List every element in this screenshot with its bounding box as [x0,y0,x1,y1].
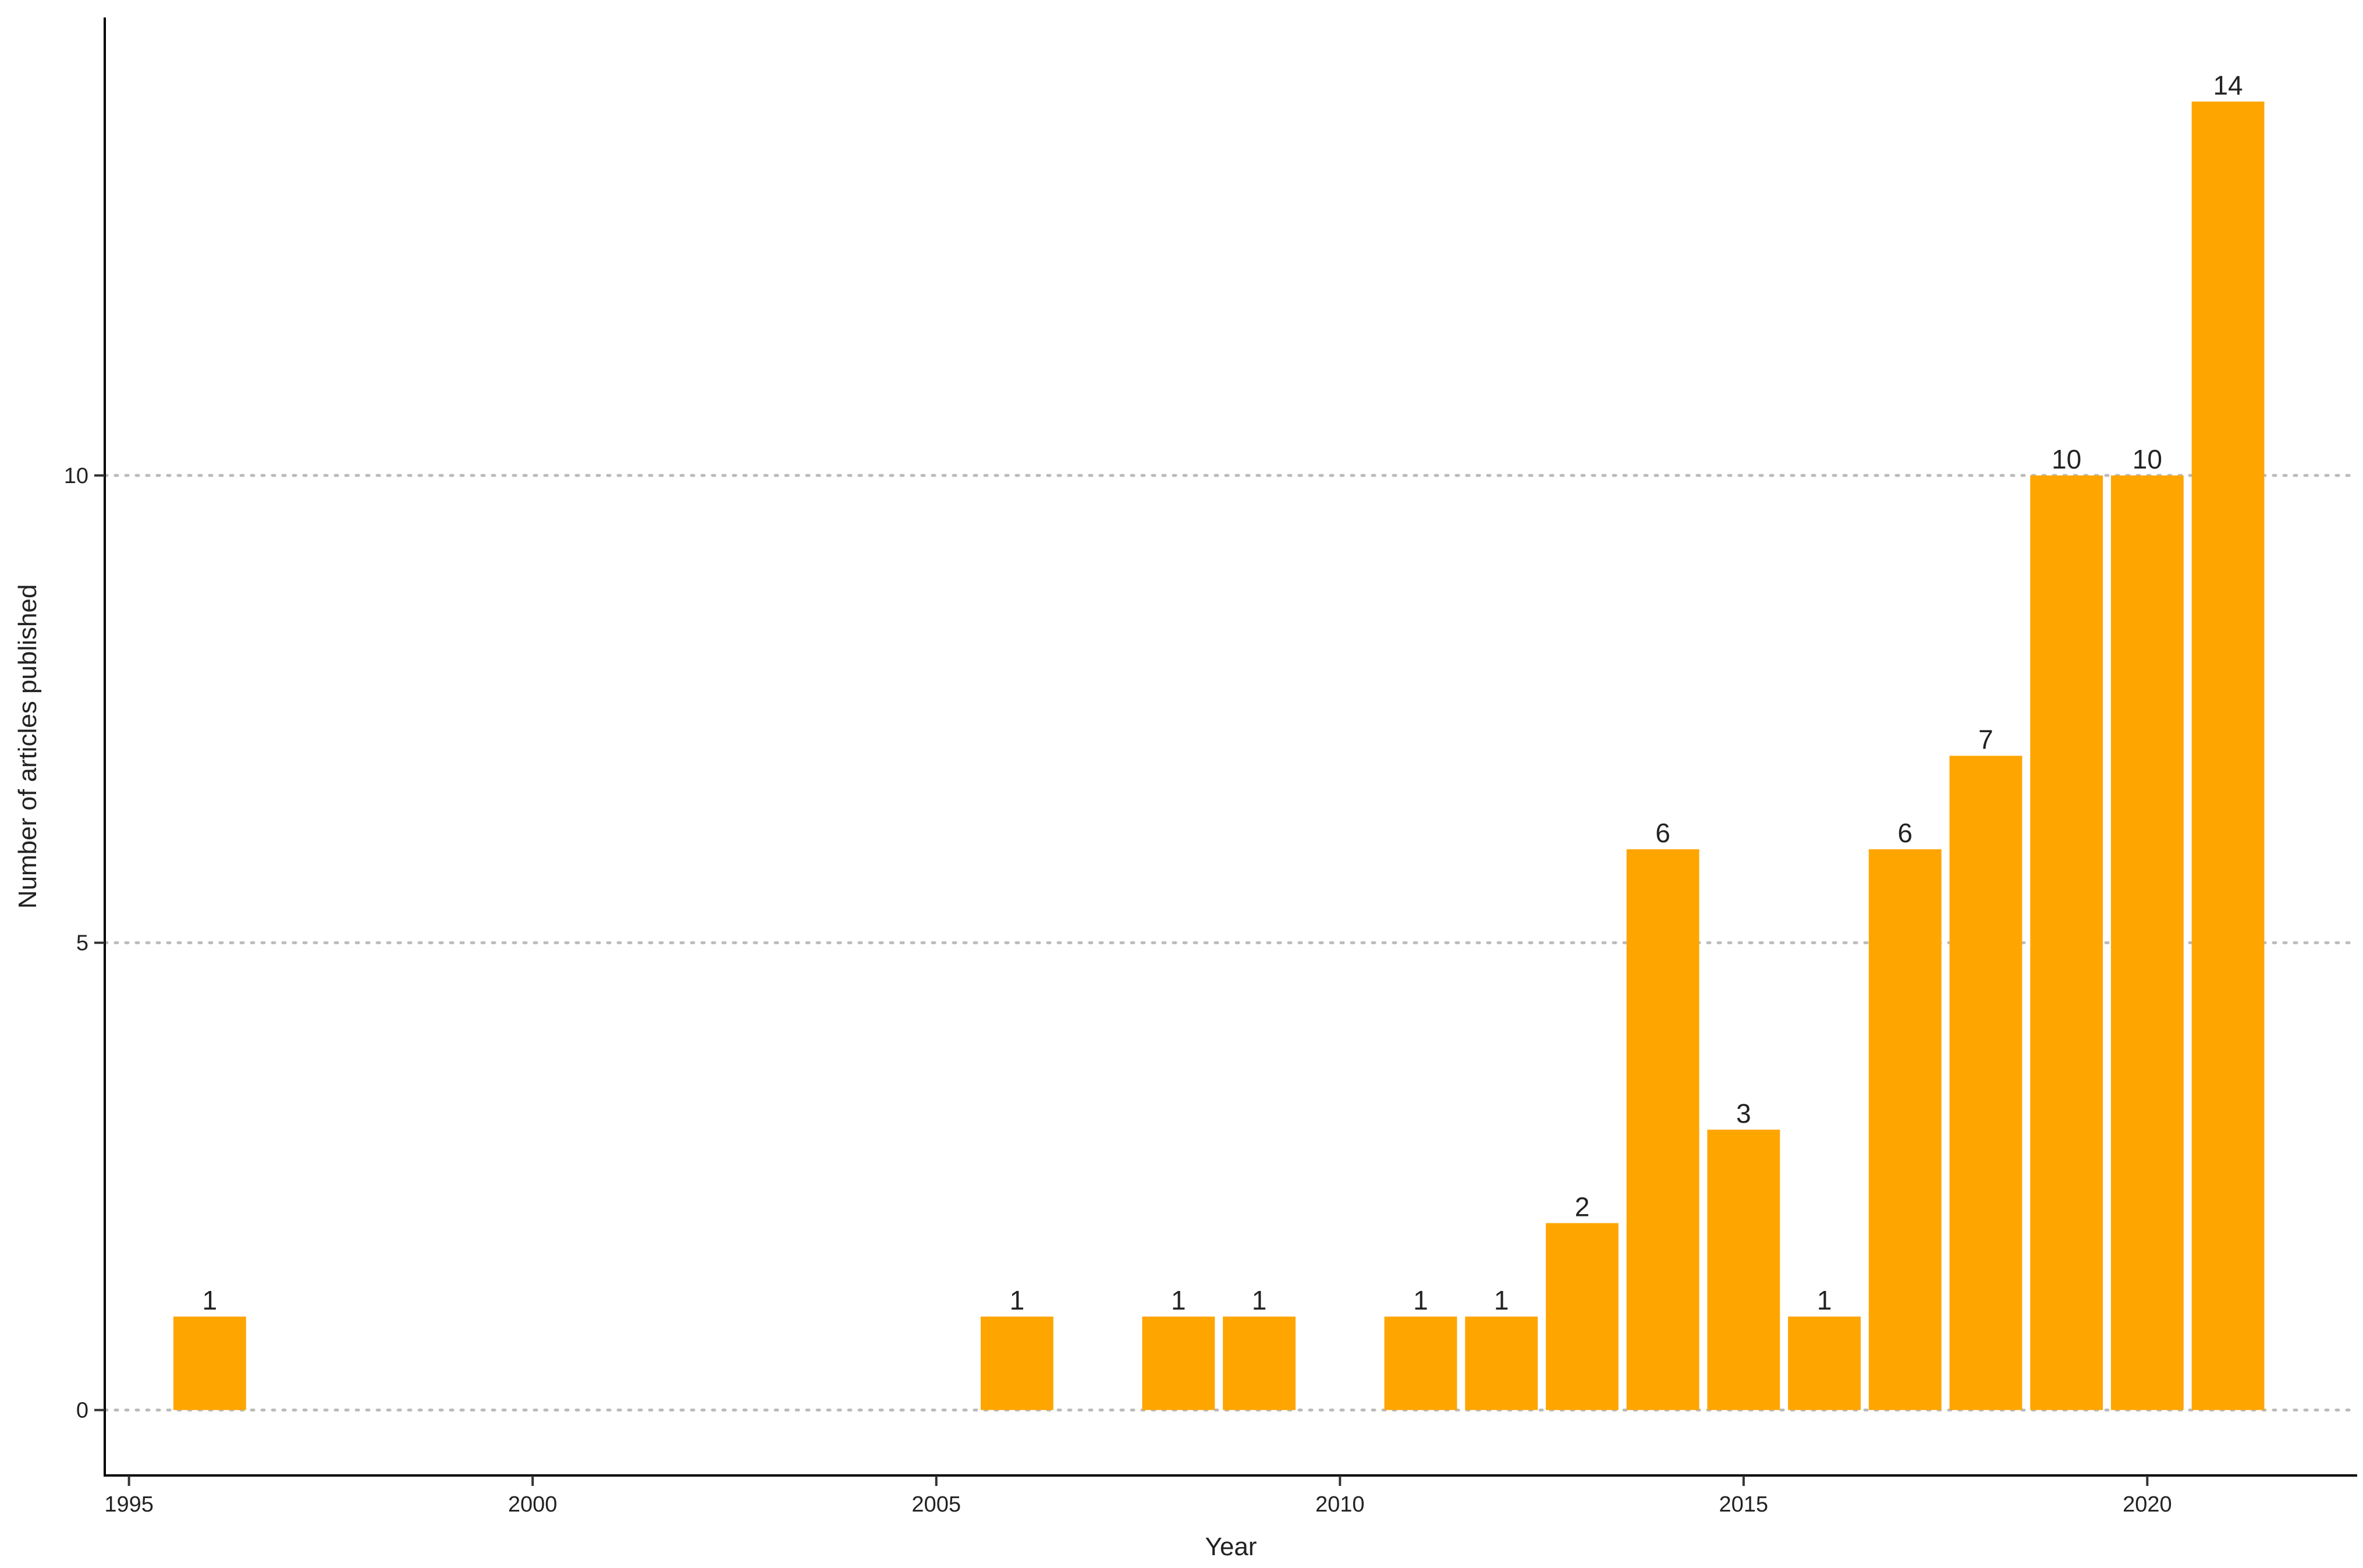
bar-2016 [1788,1317,1861,1410]
bar-2013 [1545,1223,1619,1410]
y-tick-label-5: 5 [76,931,88,956]
axes [104,17,2357,1477]
data-label-2016: 1 [1817,1285,1832,1315]
bar-2014 [1626,849,1699,1410]
x-tick-label-2015: 2015 [1719,1492,1769,1517]
y-tick-label-0: 0 [76,1399,88,1423]
bar-2015 [1707,1129,1780,1410]
bar-2008 [1142,1317,1215,1410]
bar-1996 [173,1317,246,1410]
bar-2011 [1384,1317,1457,1410]
bar-2017 [1868,849,1942,1410]
data-label-1996: 1 [203,1285,218,1315]
x-axis-title: Year [1205,1532,1257,1561]
bar-2020 [2110,475,2184,1410]
bar-2006 [981,1317,1053,1410]
bars [173,101,2265,1410]
data-label-2019: 10 [2052,444,2081,474]
data-labels: 1 1 1 1 1 1 2 6 3 1 6 7 10 10 14 [203,70,2243,1316]
bar-2019 [2030,475,2103,1410]
data-label-2006: 1 [1010,1285,1025,1315]
bar-2018 [1949,755,2023,1410]
y-axis-title: Number of articles published [13,584,42,909]
data-label-2020: 10 [2133,444,2162,474]
bar-2021 [2191,101,2265,1410]
x-axis-ticks: 1995 2000 2005 2010 2015 2020 [104,1475,2172,1517]
y-axis-ticks: 0 5 10 [64,464,105,1423]
x-tick-label-2010: 2010 [1315,1492,1365,1517]
data-label-2013: 2 [1575,1191,1590,1222]
y-tick-label-10: 10 [64,464,88,488]
data-label-2014: 6 [1655,818,1670,848]
data-label-2012: 1 [1494,1285,1509,1315]
data-label-2008: 1 [1171,1285,1186,1315]
data-label-2018: 7 [1978,725,1993,755]
x-tick-label-2000: 2000 [508,1492,558,1517]
data-label-2017: 6 [1897,818,1913,848]
data-label-2009: 1 [1252,1285,1267,1315]
data-label-2011: 1 [1413,1285,1428,1315]
data-label-2015: 3 [1736,1098,1751,1129]
x-tick-label-1995: 1995 [104,1492,154,1517]
x-tick-label-2005: 2005 [911,1492,961,1517]
data-label-2021: 14 [2213,70,2243,101]
bar-2012 [1465,1317,1538,1410]
bar-2009 [1223,1317,1296,1410]
x-tick-label-2020: 2020 [2123,1492,2172,1517]
